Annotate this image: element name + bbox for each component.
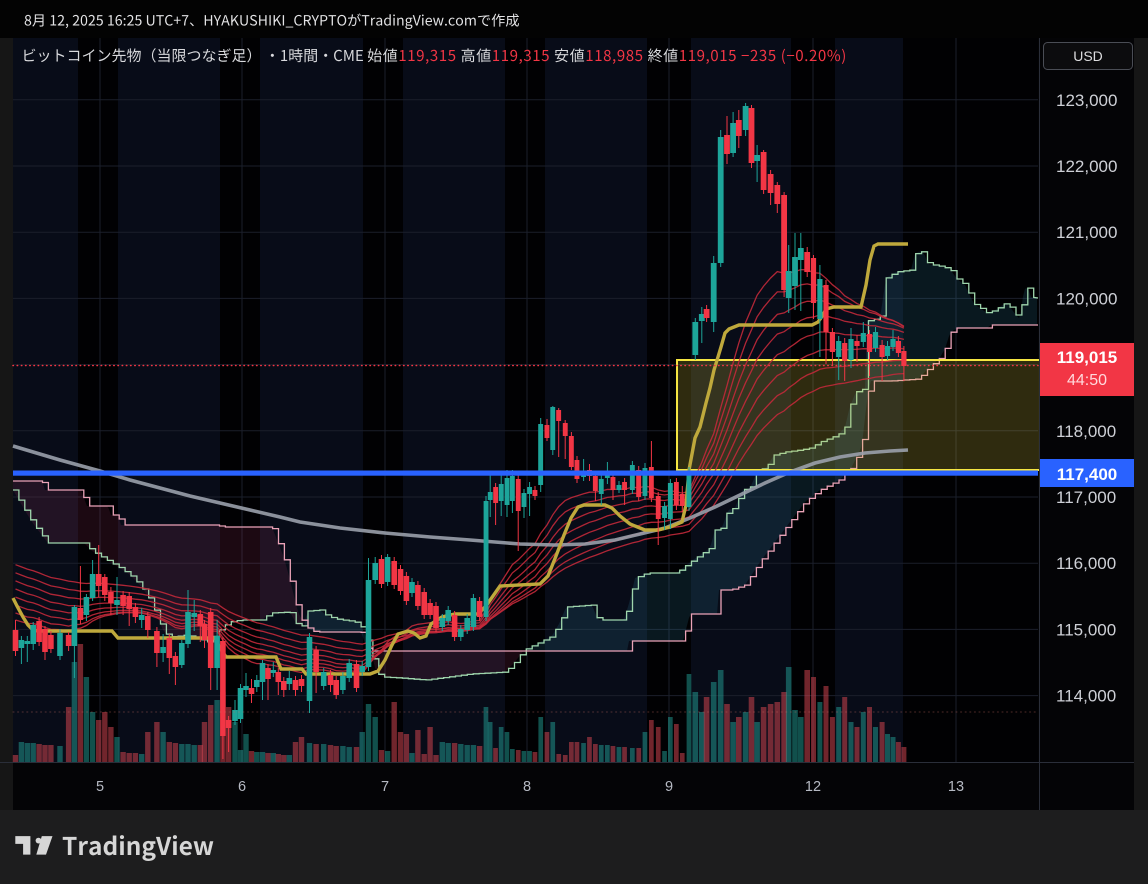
- svg-text:44:50: 44:50: [1067, 372, 1107, 389]
- svg-text:9: 9: [665, 779, 673, 795]
- svg-text:121,000: 121,000: [1056, 223, 1117, 242]
- svg-text:6: 6: [238, 779, 246, 795]
- svg-text:116,000: 116,000: [1056, 554, 1116, 573]
- svg-text:118,000: 118,000: [1056, 422, 1116, 441]
- svg-text:115,000: 115,000: [1056, 620, 1116, 639]
- svg-text:117,000: 117,000: [1056, 488, 1116, 507]
- svg-text:114,000: 114,000: [1056, 687, 1116, 706]
- svg-text:5: 5: [96, 779, 104, 795]
- svg-text:119,015: 119,015: [1057, 348, 1118, 367]
- svg-text:12: 12: [805, 779, 821, 795]
- svg-text:122,000: 122,000: [1056, 157, 1117, 176]
- svg-text:120,000: 120,000: [1056, 289, 1117, 308]
- svg-text:USD: USD: [1073, 48, 1103, 64]
- svg-text:123,000: 123,000: [1056, 91, 1117, 110]
- svg-text:13: 13: [948, 779, 964, 795]
- svg-text:7: 7: [381, 779, 389, 795]
- svg-text:8: 8: [523, 779, 531, 795]
- svg-text:117,400: 117,400: [1057, 465, 1118, 484]
